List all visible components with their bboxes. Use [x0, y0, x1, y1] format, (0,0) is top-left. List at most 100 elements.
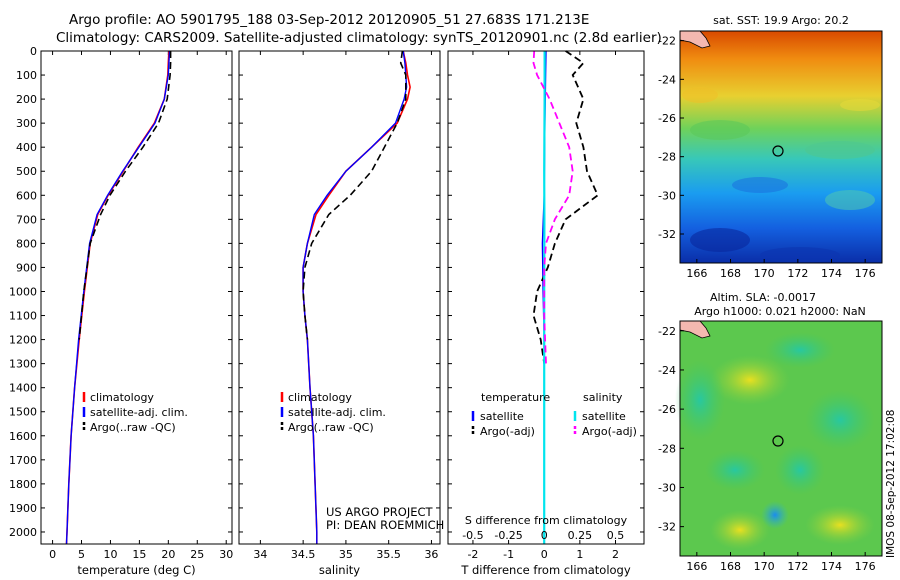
- map-x-tick-label: 174: [821, 267, 842, 280]
- credit-line2: PI: DEAN ROEMMICH: [326, 518, 444, 532]
- map-y-tick-label: -26: [658, 112, 676, 125]
- x-tick-label: 35.5: [376, 548, 401, 561]
- depth-tick-label: 1200: [9, 334, 37, 347]
- map-y-tick-label: -32: [658, 228, 676, 241]
- x2-axis-label: S difference from climatology: [465, 514, 628, 527]
- x-tick-label: 35: [339, 548, 353, 561]
- x-tick-label: -2: [467, 548, 478, 561]
- map-y-tick-label: -22: [658, 325, 676, 338]
- depth-tick-label: 100: [16, 69, 37, 82]
- legend-label: climatology: [288, 391, 352, 404]
- map-y-tick-label: -28: [658, 151, 676, 164]
- legend-label: satellite: [582, 410, 626, 423]
- difference-series-line: [532, 50, 599, 364]
- figure-title-line1: Argo profile: AO 5901795_188 03-Sep-2012…: [69, 12, 589, 28]
- depth-tick-label: 2000: [9, 526, 37, 539]
- temperature-profile-panel: 0100200300400500600700800900100011001200…: [9, 45, 233, 577]
- x-tick-label: 1: [576, 548, 583, 561]
- map-x-tick-label: 176: [855, 267, 876, 280]
- legend-label: Argo(..raw -QC): [90, 421, 176, 434]
- depth-tick-label: 500: [16, 165, 37, 178]
- x-tick-label: 20: [161, 548, 175, 561]
- legend-header: salinity: [583, 391, 623, 404]
- map-x-tick-label: 166: [686, 267, 707, 280]
- x-tick-label: 36: [424, 548, 438, 561]
- credit-line1: US ARGO PROJECT: [326, 505, 434, 519]
- sst-map-panel: sat. SST: 19.9 Argo: 20.2 166 168 170 172 17…: [658, 14, 883, 280]
- difference-profile-panel: -2 -1 0 1 2 T difference from climatology -0.5…: [447, 50, 645, 577]
- x-tick-label: 2: [612, 548, 619, 561]
- depth-tick-label: 300: [16, 117, 37, 130]
- depth-tick-label: 400: [16, 141, 37, 154]
- depth-tick-label: 700: [16, 213, 37, 226]
- depth-tick-label: 600: [16, 189, 37, 202]
- map-y-tick-label: -30: [658, 481, 676, 494]
- map-x-tick-label: 166: [686, 560, 707, 573]
- x2-tick-label: 0: [541, 529, 548, 542]
- series-line-argo: [302, 50, 407, 340]
- map-x-tick-label: 172: [787, 267, 808, 280]
- sst-map-frame: [679, 30, 883, 264]
- map-x-tick-label: 172: [787, 560, 808, 573]
- depth-tick-label: 800: [16, 237, 37, 250]
- sst-map-texture: [682, 87, 880, 263]
- map-x-tick-label: 176: [855, 560, 876, 573]
- series-line-satellite: [302, 50, 408, 544]
- x-tick-label: 25: [190, 548, 204, 561]
- sla-map-title: Altim. SLA: -0.0017: [710, 291, 816, 304]
- sla-map-texture: [675, 332, 875, 550]
- legend-label: Argo(..raw -QC): [288, 421, 374, 434]
- x-tick-label: 30: [219, 548, 233, 561]
- map-x-tick-label: 170: [754, 267, 775, 280]
- legend-label: satellite: [480, 410, 524, 423]
- series-line-argo: [78, 51, 172, 340]
- sla-map-frame: [679, 320, 883, 557]
- x-tick-label: 0: [541, 548, 548, 561]
- x2-tick-label: 0.25: [568, 529, 593, 542]
- depth-tick-label: 1700: [9, 454, 37, 467]
- imos-timestamp: IMOS 08-Sep-2012 17:02:08: [885, 410, 897, 558]
- map-y-tick-label: -28: [658, 442, 676, 455]
- depth-tick-label: 1100: [9, 310, 37, 323]
- salinity-profile-panel: 34 34.5 35 35.5 36 salinity climatology satelli…: [238, 50, 441, 577]
- legend-label: Argo(-adj): [480, 425, 535, 438]
- depth-tick-label: 1000: [9, 285, 37, 298]
- map-x-tick-label: 168: [720, 560, 741, 573]
- x-tick-label: 5: [78, 548, 85, 561]
- legend-label: satellite-adj. clim.: [90, 406, 188, 419]
- depth-tick-label: 1300: [9, 358, 37, 371]
- legend-label: Argo(-adj): [582, 425, 637, 438]
- depth-tick-label: 200: [16, 93, 37, 106]
- x2-tick-label: 0.5: [607, 529, 625, 542]
- x2-tick-label: -0.25: [494, 529, 522, 542]
- map-y-tick-label: -24: [658, 73, 676, 86]
- series-line-satellite: [65, 50, 171, 545]
- sst-map-title: sat. SST: 19.9 Argo: 20.2: [713, 14, 849, 27]
- x-tick-label: 34: [253, 548, 267, 561]
- depth-tick-label: 1600: [9, 430, 37, 443]
- x-tick-label: -1: [503, 548, 514, 561]
- x-axis-label: temperature (deg C): [77, 563, 195, 577]
- x-axis-label: T difference from climatology: [460, 563, 631, 577]
- legend-label: satellite-adj. clim.: [288, 406, 386, 419]
- map-y-tick-label: -24: [658, 364, 676, 377]
- legend-header: temperature: [481, 391, 550, 404]
- map-y-tick-label: -30: [658, 189, 676, 202]
- depth-tick-label: 1900: [9, 502, 37, 515]
- map-y-tick-label: -22: [658, 35, 676, 48]
- depth-tick-label: 1800: [9, 478, 37, 491]
- depth-tick-label: 0: [30, 45, 37, 58]
- x2-tick-label: -0.5: [462, 529, 483, 542]
- map-x-tick-label: 174: [821, 560, 842, 573]
- x-tick-label: 15: [132, 548, 146, 561]
- map-x-tick-label: 170: [754, 560, 775, 573]
- x-axis-label: salinity: [319, 563, 360, 577]
- sst-argo-marker: [772, 145, 784, 157]
- sla-map-subtitle: Argo h1000: 0.021 h2000: NaN: [694, 305, 866, 318]
- difference-series-line: [532, 50, 574, 364]
- depth-tick-label: 1400: [9, 382, 37, 395]
- panel-frame: [447, 50, 645, 545]
- panel-frame: [238, 50, 441, 545]
- panel-frame: [40, 50, 233, 545]
